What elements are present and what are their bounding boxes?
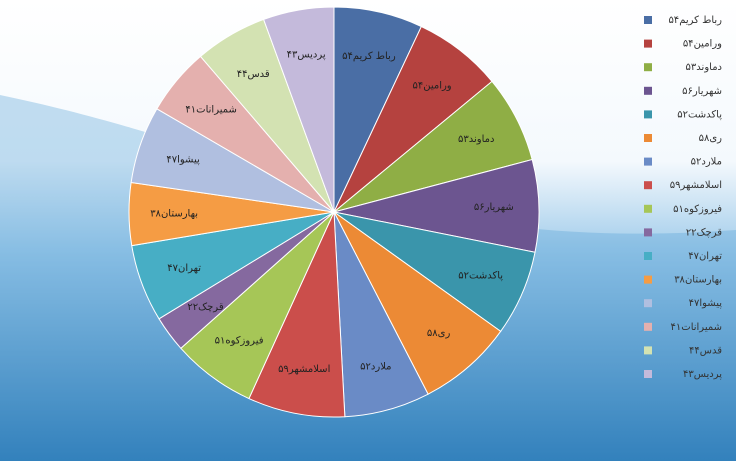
legend-label: قدس۴۴: [689, 345, 722, 356]
legend-swatch: [644, 181, 652, 190]
legend-label: پردیس۴۳: [683, 369, 722, 380]
legend-swatch: [644, 299, 652, 308]
legend-label: فیروزکوه۵۱: [673, 204, 722, 215]
pie-slice: [248, 211, 346, 418]
legend-swatch: [644, 252, 652, 260]
slice-label: اسلامشهر۵۹: [278, 364, 330, 375]
legend-swatch: [644, 275, 652, 284]
legend-label: تهران۴۷: [688, 251, 722, 262]
legend-label: پیشوا۴۷: [689, 298, 723, 309]
slice-label: قدس۴۴: [237, 69, 270, 80]
pie-slice: [333, 211, 502, 395]
legend-swatch: [644, 134, 652, 142]
legend-label: دماوند۵۳: [686, 62, 722, 73]
legend-label: قرچک۲۲: [686, 227, 722, 238]
legend-swatch: [644, 322, 652, 331]
slice-label: ملارد۵۲: [360, 361, 391, 372]
legend-label: شمیرانات۴۱: [671, 322, 722, 333]
legend-swatch: [644, 204, 652, 213]
slice-label: تهران۴۷: [167, 263, 201, 274]
slice-label: پاکدشت۵۲: [458, 271, 503, 282]
legend-label: اسلامشهر۵۹: [670, 180, 722, 191]
pie-slice: [262, 6, 335, 213]
slice-label: پیشوا۴۷: [166, 154, 200, 165]
legend-label: رباط کریم۵۴: [668, 15, 722, 26]
slice-label: بهارستان۳۸: [150, 209, 198, 220]
slice-label: دماوند۵۳: [458, 134, 494, 145]
legend-label: پاکدشت۵۲: [677, 109, 722, 120]
legend-swatch: [644, 86, 652, 95]
slice-label: شهریار۵۶: [474, 202, 514, 213]
legend-swatch: [644, 370, 652, 378]
legend-label: ملارد۵۲: [691, 157, 722, 168]
legend-swatch: [644, 39, 652, 48]
slice-label: قرچک۲۲: [187, 302, 223, 313]
legend-label: ری۵۸: [699, 133, 723, 144]
legend-swatch: [644, 157, 652, 166]
legend-swatch: [644, 16, 652, 24]
legend-swatch: [644, 228, 652, 237]
slice-label: ورامین۵۴: [412, 81, 451, 92]
legend-label: ورامین۵۴: [683, 39, 722, 50]
slice-label: شمیرانات۴۱: [185, 105, 236, 116]
legend-label: بهارستان۳۸: [674, 275, 722, 286]
legend-label: شهریار۵۶: [682, 86, 722, 97]
slice-label: پردیس۴۳: [287, 50, 326, 61]
legend-swatch: [644, 346, 652, 355]
slice-label: رباط کریم۵۴: [342, 51, 396, 62]
slice-label: فیروزکوه۵۱: [215, 336, 264, 347]
slice-label: ری۵۸: [427, 328, 451, 339]
legend-swatch: [644, 63, 652, 72]
legend-swatch: [644, 110, 652, 119]
